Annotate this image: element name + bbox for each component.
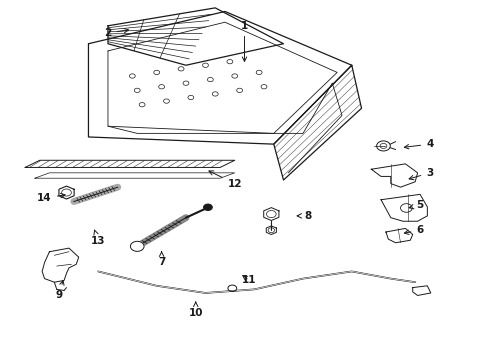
Text: 5: 5 — [408, 200, 423, 210]
Text: 4: 4 — [404, 139, 432, 149]
Text: 7: 7 — [158, 252, 165, 267]
Text: 13: 13 — [91, 230, 105, 246]
Text: 14: 14 — [37, 193, 65, 203]
Text: 10: 10 — [188, 302, 203, 318]
Text: 12: 12 — [208, 171, 242, 189]
Circle shape — [130, 241, 144, 251]
Text: 11: 11 — [242, 275, 256, 285]
Circle shape — [203, 204, 212, 211]
Text: 1: 1 — [241, 21, 247, 62]
Text: 9: 9 — [56, 280, 64, 300]
Text: 6: 6 — [404, 225, 423, 235]
Text: 3: 3 — [408, 168, 432, 180]
Text: 8: 8 — [297, 211, 311, 221]
Text: 2: 2 — [104, 28, 128, 38]
